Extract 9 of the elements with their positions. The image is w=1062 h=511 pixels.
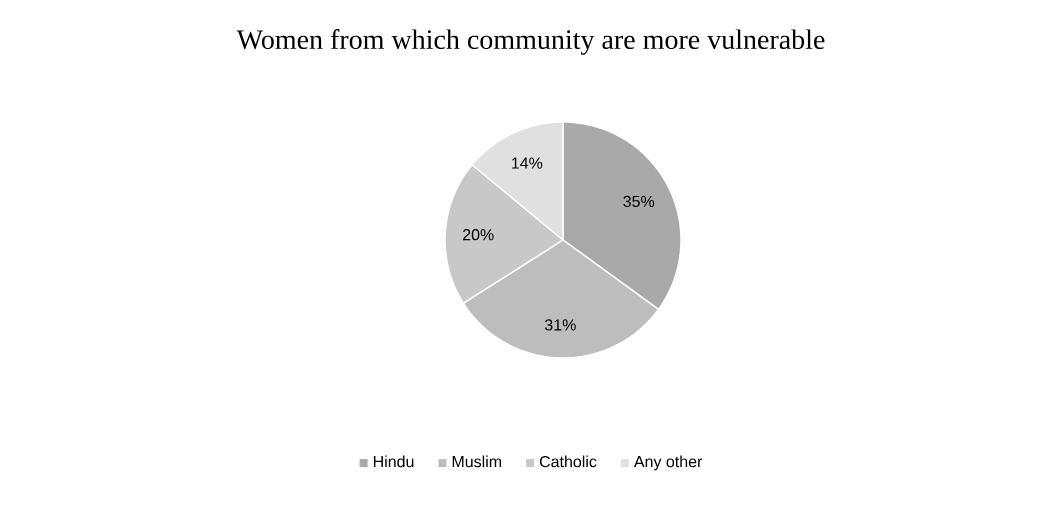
legend-label: Hindu — [373, 455, 414, 468]
legend-label: Muslim — [452, 455, 502, 468]
data-label: 31% — [544, 319, 576, 331]
legend-label: Catholic — [539, 455, 597, 468]
data-label: 35% — [623, 195, 655, 208]
data-label: 20% — [463, 228, 494, 241]
chart-title: Women from which community are more vulnerable — [236, 29, 825, 55]
legend-label: Any other — [633, 455, 703, 471]
data-label: 14% — [512, 157, 543, 169]
